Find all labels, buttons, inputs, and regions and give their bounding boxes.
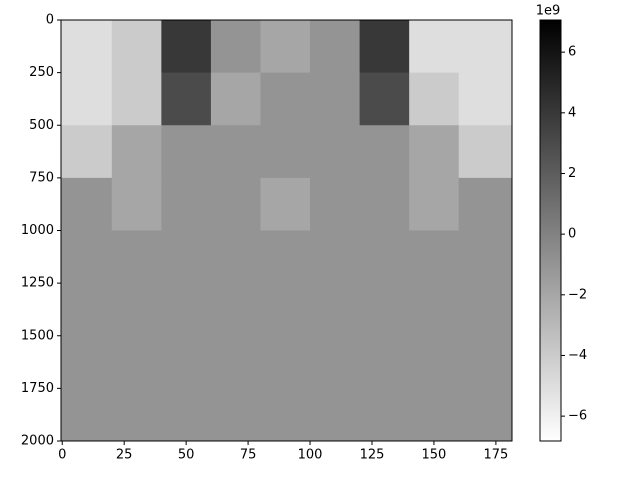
cell [61, 388, 113, 442]
cell [260, 230, 311, 284]
cell [61, 20, 113, 74]
cell [210, 388, 261, 442]
colorbar-tick-label: −6 [568, 409, 587, 424]
cell [260, 72, 311, 126]
cell [210, 20, 261, 74]
cell [458, 20, 513, 74]
cell [359, 335, 410, 389]
cell [161, 230, 212, 284]
cell [210, 125, 261, 179]
cell [210, 72, 261, 126]
colorbar-offset: 1e9 [536, 4, 561, 19]
cell [111, 177, 162, 231]
cell [458, 125, 513, 179]
cell [260, 283, 311, 337]
cell [359, 283, 410, 337]
cell [359, 177, 410, 231]
cell [409, 72, 460, 126]
x-tick-label: 75 [240, 448, 257, 463]
cell [161, 388, 212, 442]
cell [409, 20, 460, 74]
colorbar-tick-label: 6 [568, 45, 576, 60]
cell [260, 20, 311, 74]
y-tick-label: 500 [29, 118, 54, 133]
cell [111, 230, 162, 284]
cell [260, 388, 311, 442]
cell [409, 388, 460, 442]
cell [310, 388, 361, 442]
cell [359, 125, 410, 179]
x-tick-label: 25 [116, 448, 133, 463]
cell [161, 177, 212, 231]
cell [61, 230, 113, 284]
cell [111, 20, 162, 74]
x-tick-label: 100 [298, 448, 323, 463]
cell [458, 72, 513, 126]
cell [359, 230, 410, 284]
cell [458, 177, 513, 231]
y-tick-label: 0 [46, 13, 54, 28]
cell [310, 72, 361, 126]
cell [260, 335, 311, 389]
cell [61, 72, 113, 126]
y-tick-label: 1750 [21, 381, 54, 396]
cell [111, 283, 162, 337]
cell [161, 72, 212, 126]
cell [161, 20, 212, 74]
cell [359, 20, 410, 74]
cell [310, 20, 361, 74]
y-tick-label: 1250 [21, 276, 54, 291]
cell [458, 230, 513, 284]
cell [310, 230, 361, 284]
colorbar-tick-label: 4 [568, 105, 576, 120]
cell [409, 335, 460, 389]
colorbar-tick-label: 2 [568, 166, 576, 181]
cell [260, 177, 311, 231]
cell [359, 72, 410, 126]
cell [210, 177, 261, 231]
cell [61, 335, 113, 389]
y-tick-label: 1500 [21, 328, 54, 343]
cell [161, 125, 212, 179]
y-tick-label: 1000 [21, 223, 54, 238]
colorbar-tick-label: −4 [568, 348, 587, 363]
cell [61, 283, 113, 337]
cell [210, 335, 261, 389]
cell [310, 283, 361, 337]
cell [111, 72, 162, 126]
colorbar [539, 19, 562, 442]
y-tick-label: 750 [29, 170, 54, 185]
x-tick-label: 50 [178, 448, 195, 463]
cell [210, 230, 261, 284]
cell [458, 388, 513, 442]
cell [310, 177, 361, 231]
cell [359, 388, 410, 442]
cell [111, 125, 162, 179]
x-tick-label: 125 [360, 448, 385, 463]
cell [310, 335, 361, 389]
cell [61, 177, 113, 231]
cell [161, 283, 212, 337]
x-tick-label: 150 [422, 448, 447, 463]
cell [310, 125, 361, 179]
cell [409, 125, 460, 179]
y-tick-label: 250 [29, 65, 54, 80]
cell [161, 335, 212, 389]
cell [61, 125, 113, 179]
cell [260, 125, 311, 179]
cell [111, 388, 162, 442]
x-tick-label: 175 [483, 448, 508, 463]
x-tick-label: 0 [58, 448, 66, 463]
colorbar-tick-label: 0 [568, 227, 576, 242]
y-tick-label: 2000 [21, 434, 54, 449]
cell [409, 283, 460, 337]
colorbar-tick-label: −2 [568, 287, 587, 302]
cell [111, 335, 162, 389]
cell [210, 283, 261, 337]
cell [409, 177, 460, 231]
cell [458, 283, 513, 337]
cell [409, 230, 460, 284]
cell [458, 335, 513, 389]
